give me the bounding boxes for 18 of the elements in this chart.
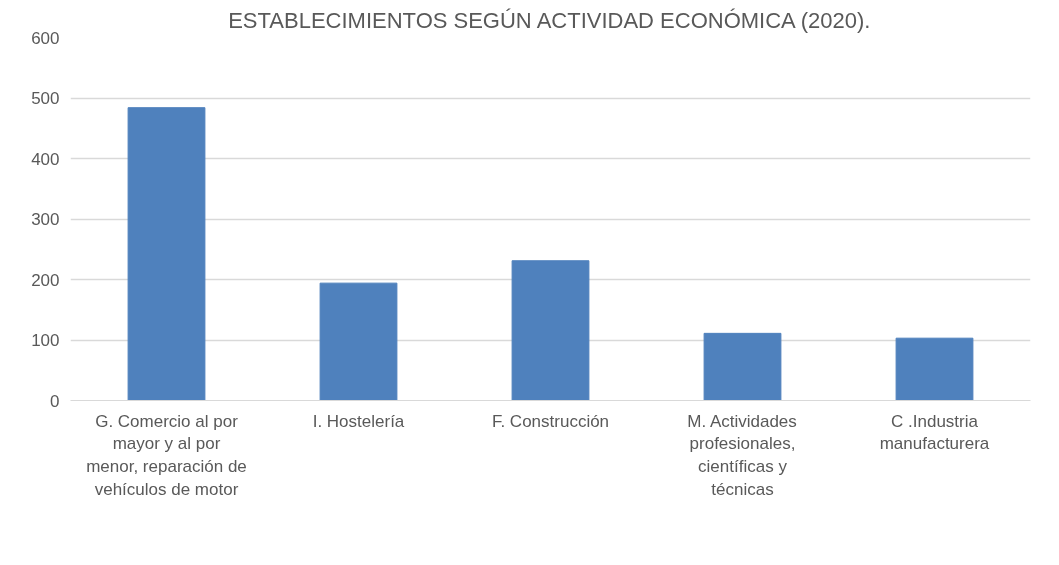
bar: [511, 260, 590, 401]
y-tick-label: 0: [50, 391, 60, 411]
x-tick-label: G. Comercio al por mayor y al por menor, reparación de vehículos de motor: [86, 411, 247, 499]
chart-title: ESTABLECIMIENTOS SEGÚN ACTIVIDAD ECONÓMICA (2020).: [228, 7, 871, 33]
x-tick-label: F. Construcción: [491, 411, 610, 431]
y-tick-label: 600: [31, 28, 60, 48]
x-tick-label: M. Actividades profesionales, científicas y técnicas: [687, 411, 797, 499]
x-tick-label: I. Hostelería: [312, 411, 405, 431]
bar: [895, 337, 974, 401]
y-tick-label: 300: [31, 210, 60, 229]
y-tick-label: 100: [31, 331, 60, 350]
y-tick-label: 400: [31, 149, 60, 169]
bar: [703, 332, 782, 401]
x-tick-label: C .Industria manufacturera: [879, 411, 990, 454]
y-tick-label: 500: [31, 89, 60, 108]
bar: [319, 282, 398, 401]
y-tick-label: 200: [31, 270, 60, 290]
bar: [127, 107, 206, 401]
